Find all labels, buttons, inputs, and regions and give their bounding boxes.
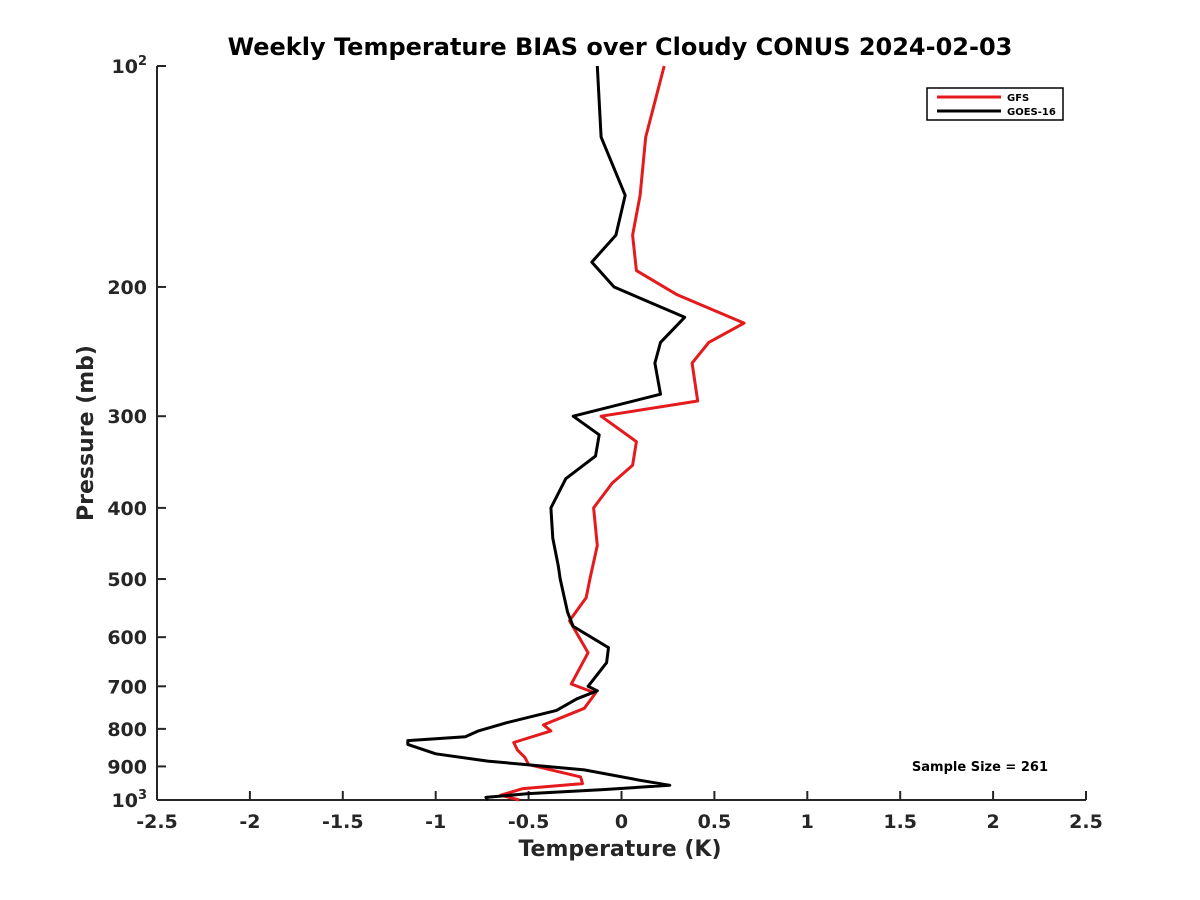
series-line-gfs bbox=[499, 65, 746, 802]
x-tick-label: 2 bbox=[986, 811, 999, 833]
y-tick-label: 200 bbox=[107, 277, 147, 299]
legend-label-goes-16: GOES-16 bbox=[1007, 107, 1056, 118]
y-tick-label: 103 bbox=[112, 788, 148, 812]
x-tick-label: -0.5 bbox=[508, 811, 550, 833]
series-layer bbox=[406, 65, 746, 802]
axes: -2.5 -2 -1.5 -1 -0.5 0 0.5 1 1.5 2 2.5 102 200 300 400… bbox=[107, 54, 1103, 833]
x-tick-label: 2.5 bbox=[1069, 811, 1103, 833]
y-tick-label: 300 bbox=[107, 406, 147, 428]
y-tick-label: 700 bbox=[107, 676, 147, 698]
sample-size-annotation: Sample Size = 261 bbox=[912, 760, 1048, 775]
chart-title: Weekly Temperature BIAS over Cloudy CONU… bbox=[228, 33, 1013, 61]
x-tick-label: 1.5 bbox=[883, 811, 917, 833]
y-tick-label: 500 bbox=[107, 569, 147, 591]
legend-box bbox=[926, 87, 1064, 121]
x-tick-label: -2 bbox=[239, 811, 260, 833]
x-axis-label: Temperature (K) bbox=[518, 837, 721, 862]
x-tick-label: -1 bbox=[425, 811, 446, 833]
y-axis-label: Pressure (mb) bbox=[74, 345, 99, 521]
y-tick-label: 600 bbox=[107, 627, 147, 649]
x-tick-label: 0 bbox=[615, 811, 628, 833]
x-tick-label: -1.5 bbox=[322, 811, 364, 833]
x-tick-label: 1 bbox=[801, 811, 814, 833]
x-tick-label: -2.5 bbox=[136, 811, 178, 833]
x-tick-label: 0.5 bbox=[698, 811, 732, 833]
y-tick-label: 400 bbox=[107, 498, 147, 520]
y-tick-label: 102 bbox=[112, 54, 148, 78]
legend-label-gfs: GFS bbox=[1007, 93, 1029, 104]
y-tick-label: 900 bbox=[107, 756, 147, 778]
series-line-goes-16 bbox=[406, 65, 687, 801]
y-tick-label: 800 bbox=[107, 719, 147, 741]
legend: GFS GOES-16 bbox=[926, 87, 1064, 121]
